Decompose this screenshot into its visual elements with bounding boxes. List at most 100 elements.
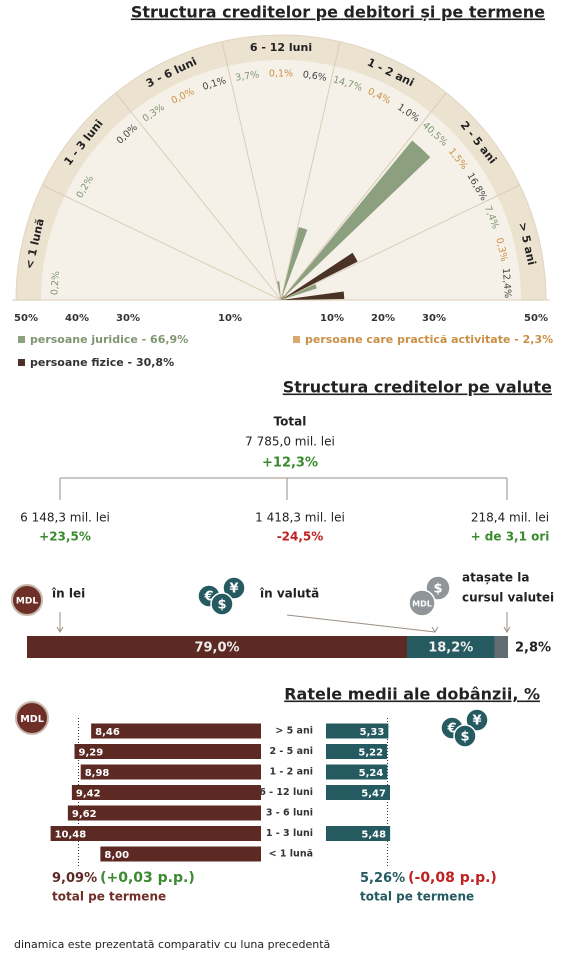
mdl-value: 8,00: [104, 850, 129, 861]
share-label: 79,0%: [194, 641, 239, 656]
sector-divider: [115, 92, 282, 301]
total-label: Total: [274, 415, 307, 429]
mdl-icon: [15, 701, 49, 735]
branch-change: + de 3,1 ori: [471, 530, 550, 544]
wedge: [281, 252, 358, 300]
radial-title: Structura creditelor pe debitori și pe t…: [131, 3, 545, 22]
mdl-value: 9,62: [72, 809, 97, 820]
mdl-bar: [50, 826, 262, 841]
branch-change: -24,5%: [277, 530, 324, 544]
coin-symbol: €: [203, 590, 213, 605]
mdl-icon: [11, 584, 43, 616]
branch-label: în lei: [51, 587, 85, 601]
wedge-value-label: 0,2%: [49, 271, 62, 296]
r-tick-label: 20%: [371, 313, 395, 324]
r-tick-label: 30%: [422, 313, 446, 324]
mdl-bar: [67, 805, 261, 821]
arrow-head: [503, 626, 511, 633]
arrow-head: [431, 626, 439, 633]
wedge: [281, 295, 285, 300]
mdl-value: 9,42: [76, 789, 101, 800]
currency-title: Structura creditelor pe valute: [283, 378, 552, 397]
average-value: 9,09%: [52, 871, 97, 886]
fx-value: 5,33: [360, 727, 385, 738]
average-note: total pe termene: [360, 890, 474, 904]
sector-label: 6 - 12 luni: [250, 41, 312, 54]
mdl-icon-text: MDL: [20, 714, 44, 725]
total-change: +12,3%: [262, 456, 318, 471]
average-label: 5,26% (-0,08 p.p.): [360, 870, 497, 886]
coin-icon: [453, 724, 477, 748]
share-segment: [27, 636, 407, 658]
coin-symbol: $: [433, 582, 442, 597]
branch-amount: 218,4 mil. lei: [471, 511, 549, 525]
sector-divider: [280, 41, 341, 301]
fx-value: 5,22: [358, 748, 383, 759]
wedge-value-label: 3,7%: [235, 69, 261, 83]
average-change: (-0,08 p.p.): [408, 870, 497, 886]
legend-label: persoane fizice - 30,8%: [30, 356, 174, 369]
mdl-icon-text: MDL: [412, 600, 432, 609]
coin-symbol: ¥: [229, 582, 238, 597]
rate-category: 2 - 5 ani: [269, 746, 313, 757]
branch-amount: 1 418,3 mil. lei: [255, 511, 345, 525]
share-label: 18,2%: [428, 641, 473, 656]
mdl-bar: [91, 723, 261, 739]
mdl-value: 8,98: [85, 768, 110, 779]
r-tick-label: 50%: [14, 313, 38, 324]
wedge: [281, 140, 431, 300]
coin-symbol: $: [460, 730, 469, 745]
fx-bar: [326, 826, 391, 841]
wedge: [281, 298, 282, 300]
rates-title: Ratele medii ale dobânzii, %: [284, 685, 540, 704]
total-amount: 7 785,0 mil. lei: [245, 435, 335, 449]
share-segment: [494, 636, 508, 658]
average-note: total pe termene: [52, 890, 166, 904]
branch-label: atașate la: [462, 571, 529, 585]
wedge-value-label: 12,4%: [500, 268, 513, 299]
mdl-bar: [80, 764, 261, 780]
arrow-line: [286, 614, 436, 633]
r-tick-label: 10%: [218, 313, 242, 324]
average-label: 9,09% (+0,03 p.p.): [52, 870, 195, 886]
branch-label: în valută: [259, 587, 319, 601]
average-value: 5,26%: [360, 871, 405, 886]
coin-symbol: $: [217, 598, 226, 613]
mdl-value: 8,46: [95, 727, 120, 738]
share-label: 2,8%: [515, 641, 551, 656]
wedge: [281, 284, 317, 300]
legend-swatch: [18, 359, 25, 366]
wedge: [281, 294, 288, 300]
rate-category: 3 - 6 luni: [266, 808, 313, 819]
rate-category: 1 - 3 luni: [266, 828, 313, 839]
rate-category: 6 - 12 luni: [259, 787, 313, 798]
wedge: [281, 291, 345, 300]
coin-icon: [222, 576, 246, 600]
radial-inner: [41, 60, 521, 300]
footer: dinamica este prezentată comparativ cu l…: [14, 938, 330, 951]
mdl-icon: [408, 589, 436, 617]
legend-label: persoane juridice - 66,9%: [30, 333, 188, 346]
r-tick-label: 50%: [524, 313, 548, 324]
wedge: [281, 296, 282, 300]
sector-divider: [280, 184, 520, 301]
rate-category: 1 - 2 ani: [269, 767, 313, 778]
coin-icon: [465, 708, 489, 732]
fx-value: 5,24: [359, 768, 384, 779]
r-tick-label: 30%: [116, 313, 140, 324]
coin-symbol: ¥: [472, 714, 481, 729]
fx-bar: [326, 764, 388, 780]
mdl-bar: [71, 785, 261, 800]
mdl-bar: [100, 846, 261, 862]
mdl-value: 10,48: [55, 830, 87, 841]
wedge: [280, 298, 281, 300]
mdl-value: 9,29: [78, 748, 103, 759]
wedge: [280, 299, 281, 300]
sector-divider: [280, 92, 447, 301]
wedge-value-label: 0,1%: [269, 69, 293, 80]
coin-symbol: €: [446, 722, 456, 737]
fx-value: 5,48: [361, 830, 386, 841]
r-tick-label: 10%: [320, 313, 344, 324]
wedge-value-label: 0,3%: [493, 237, 509, 263]
